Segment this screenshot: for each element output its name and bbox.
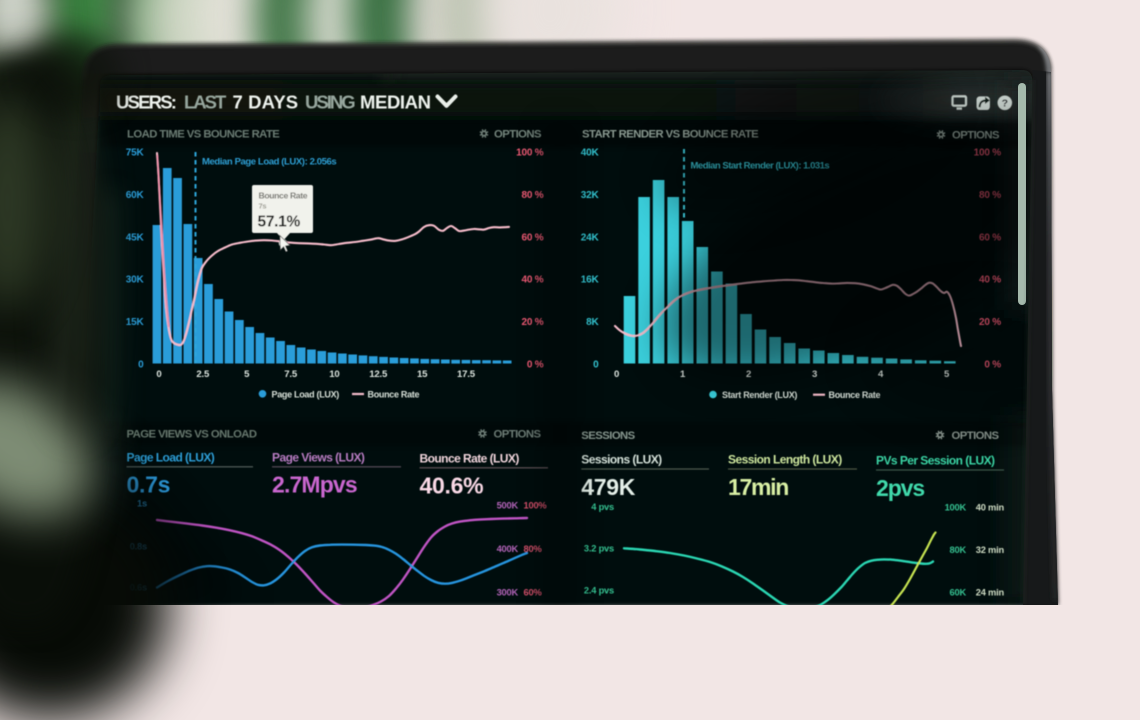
- svg-text:7.5: 7.5: [284, 369, 298, 380]
- svg-text:OPTIONS: OPTIONS: [494, 129, 542, 141]
- svg-text:15K: 15K: [126, 317, 145, 328]
- svg-text:17.5: 17.5: [457, 369, 476, 380]
- svg-text:LAST: LAST: [184, 92, 227, 113]
- svg-text:4 pvs: 4 pvs: [591, 502, 614, 512]
- svg-text:?: ?: [1002, 98, 1008, 110]
- svg-text:SESSIONS: SESSIONS: [581, 430, 635, 442]
- svg-text:2.7Mpvs: 2.7Mpvs: [272, 472, 357, 498]
- svg-text:USERS:: USERS:: [116, 92, 176, 113]
- svg-text:OPTIONS: OPTIONS: [494, 429, 542, 441]
- svg-text:Session Length (LUX): Session Length (LUX): [728, 453, 842, 467]
- svg-text:60K: 60K: [950, 588, 967, 598]
- svg-text:5: 5: [244, 369, 250, 380]
- svg-text:Bounce Rate: Bounce Rate: [259, 191, 308, 201]
- svg-text:2pvs: 2pvs: [876, 475, 924, 501]
- svg-text:80K: 80K: [950, 545, 967, 555]
- svg-text:OPTIONS: OPTIONS: [952, 430, 1000, 442]
- svg-text:400K: 400K: [497, 544, 519, 554]
- svg-text:0 %: 0 %: [527, 360, 544, 371]
- svg-text:Sessions (LUX): Sessions (LUX): [581, 453, 662, 467]
- svg-text:60%: 60%: [524, 588, 543, 598]
- svg-text:Page Views (LUX): Page Views (LUX): [272, 451, 365, 465]
- svg-text:15: 15: [417, 369, 428, 380]
- svg-text:LOAD TIME VS BOUNCE RATE: LOAD TIME VS BOUNCE RATE: [127, 129, 280, 141]
- svg-text:17min: 17min: [728, 474, 788, 500]
- svg-text:100%: 100%: [524, 501, 548, 511]
- svg-text:PVs Per Session (LUX): PVs Per Session (LUX): [876, 454, 995, 468]
- svg-text:2.5: 2.5: [196, 369, 210, 380]
- svg-text:0: 0: [593, 360, 599, 371]
- svg-text:7s: 7s: [259, 202, 267, 211]
- svg-text:45K: 45K: [126, 232, 145, 243]
- svg-text:Bounce Rate: Bounce Rate: [829, 390, 881, 400]
- svg-text:Page Load (LUX): Page Load (LUX): [127, 451, 215, 465]
- svg-text:Median Page Load (LUX): 2.056s: Median Page Load (LUX): 2.056s: [202, 157, 336, 168]
- svg-text:Start Render (LUX): Start Render (LUX): [722, 390, 797, 400]
- svg-text:479K: 479K: [581, 474, 635, 500]
- svg-text:40 min: 40 min: [976, 503, 1005, 513]
- svg-text:24 min: 24 min: [976, 588, 1005, 598]
- svg-text:32K: 32K: [581, 190, 600, 201]
- svg-text:PAGE VIEWS VS ONLOAD: PAGE VIEWS VS ONLOAD: [127, 429, 257, 441]
- svg-text:2.4 pvs: 2.4 pvs: [584, 586, 614, 596]
- svg-text:0: 0: [138, 360, 144, 371]
- svg-text:40 %: 40 %: [522, 275, 544, 286]
- svg-text:500K: 500K: [497, 501, 519, 511]
- svg-text:100 %: 100 %: [516, 148, 544, 159]
- svg-text:24K: 24K: [581, 232, 600, 243]
- svg-text:Page Load (LUX): Page Load (LUX): [272, 389, 340, 399]
- svg-text:32 min: 32 min: [976, 545, 1005, 555]
- svg-text:60 %: 60 %: [522, 232, 544, 243]
- svg-text:30K: 30K: [126, 275, 145, 286]
- svg-text:1: 1: [680, 369, 686, 380]
- svg-text:0: 0: [614, 369, 619, 380]
- svg-text:16K: 16K: [581, 275, 600, 286]
- svg-text:40.6%: 40.6%: [420, 473, 484, 499]
- svg-text:300K: 300K: [497, 588, 519, 598]
- svg-text:60K: 60K: [126, 190, 145, 201]
- svg-text:0: 0: [156, 369, 161, 380]
- svg-text:10: 10: [329, 369, 339, 380]
- svg-text:Bounce Rate: Bounce Rate: [368, 389, 420, 399]
- svg-text:20 %: 20 %: [522, 317, 544, 328]
- svg-text:100K: 100K: [945, 503, 967, 513]
- svg-text:80%: 80%: [524, 544, 543, 554]
- svg-text:8K: 8K: [586, 317, 599, 328]
- svg-text:3: 3: [812, 369, 817, 380]
- svg-text:80 %: 80 %: [522, 190, 544, 201]
- svg-text:3.2 pvs: 3.2 pvs: [584, 544, 614, 554]
- svg-text:USING: USING: [305, 92, 355, 113]
- svg-text:MEDIAN: MEDIAN: [360, 92, 431, 113]
- svg-text:Bounce Rate (LUX): Bounce Rate (LUX): [420, 452, 520, 466]
- svg-text:75K: 75K: [126, 148, 145, 159]
- svg-text:7 DAYS: 7 DAYS: [233, 92, 299, 113]
- svg-text:12.5: 12.5: [369, 369, 388, 380]
- svg-text:40K: 40K: [581, 148, 600, 159]
- svg-text:57.1%: 57.1%: [258, 214, 301, 231]
